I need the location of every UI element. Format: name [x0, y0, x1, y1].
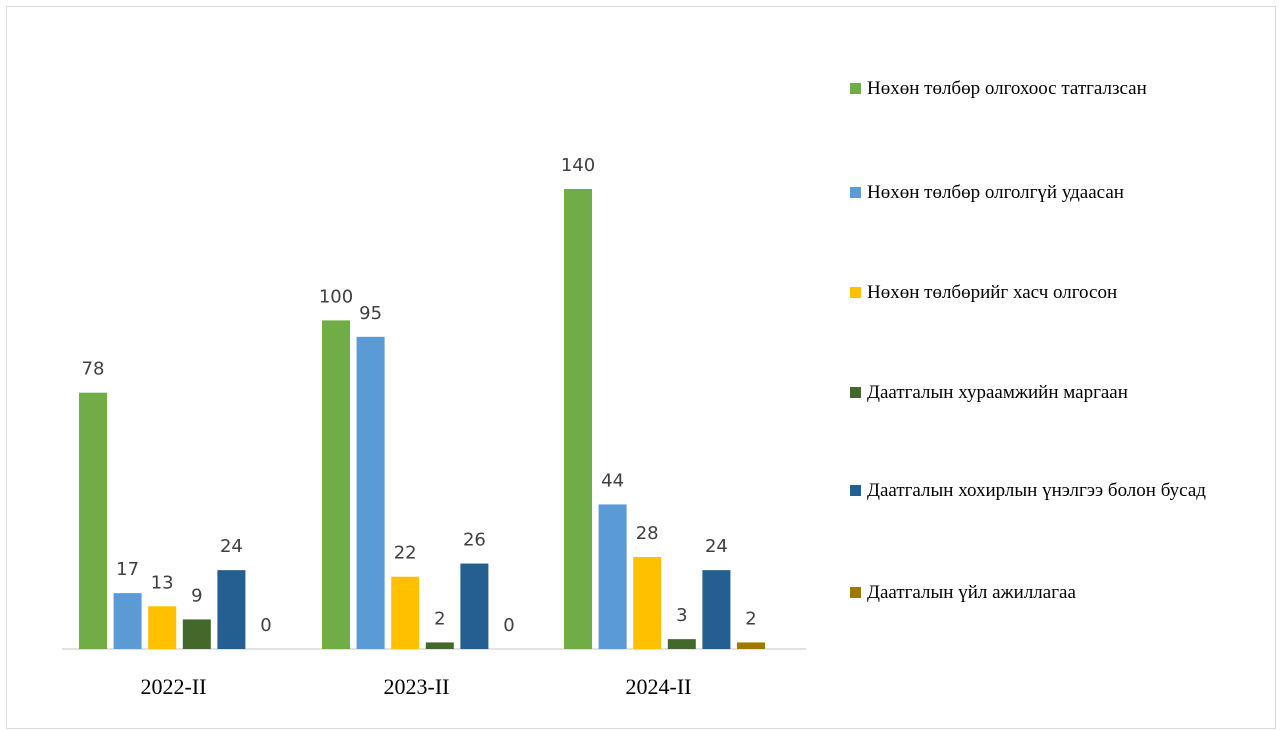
data-label: 17	[116, 559, 139, 580]
bar	[425, 642, 454, 649]
data-label: 24	[705, 536, 728, 557]
data-label: 28	[636, 523, 659, 544]
legend-label: Даатгалын хураамжийн маргаан	[867, 382, 1128, 403]
bar	[322, 320, 350, 649]
legend-item: Даатгалын үйл ажиллагаа	[850, 580, 1076, 606]
data-label: 140	[561, 155, 595, 176]
data-label: 22	[394, 543, 417, 564]
legend-swatch	[850, 287, 861, 298]
category-label: 2024-II	[626, 674, 692, 699]
bar	[564, 188, 592, 649]
data-label: 24	[220, 536, 243, 557]
legend-swatch	[850, 587, 861, 598]
data-label: 44	[601, 470, 624, 491]
legend-item: Нөхөн төлбөрийг хасч олгосон	[850, 280, 1117, 306]
bar	[633, 556, 662, 649]
category-label: 2023-II	[384, 674, 450, 699]
data-label: 26	[463, 530, 486, 551]
legend-label: Нөхөн төлбөрийг хасч олгосон	[867, 282, 1118, 303]
bar	[702, 570, 731, 649]
bar	[148, 606, 177, 649]
bar	[391, 576, 420, 649]
bar	[217, 570, 246, 649]
data-label: 9	[191, 585, 202, 606]
bar	[79, 392, 107, 649]
data-label: 95	[359, 303, 382, 324]
bar	[667, 639, 696, 649]
bar	[598, 504, 627, 649]
bar	[356, 336, 385, 649]
data-label: 3	[676, 605, 687, 626]
legend-label: Нөхөн төлбөр олголгүй удаасан	[867, 182, 1124, 203]
legend-item: Даатгалын хураамжийн маргаан	[850, 380, 1128, 406]
category-label: 2022-II	[141, 674, 207, 699]
legend-item: Даатгалын хохирлын үнэлгээ болон бусад	[850, 478, 1206, 504]
data-label: 13	[151, 572, 174, 593]
legend-label: Даатгалын үйл ажиллагаа	[867, 582, 1076, 603]
legend-label: Нөхөн төлбөр олгохоос татгалзсан	[867, 78, 1147, 99]
data-label: 78	[82, 359, 105, 380]
legend-label: Даатгалын хохирлын үнэлгээ болон бусад	[867, 480, 1206, 501]
legend-swatch	[850, 187, 861, 198]
bar	[460, 563, 489, 649]
bar	[737, 642, 765, 649]
data-label: 0	[260, 615, 271, 636]
data-label: 2	[745, 608, 756, 629]
legend-item: Нөхөн төлбөр олгохоос татгалзсан	[850, 76, 1147, 102]
bar	[182, 619, 211, 649]
legend-swatch	[850, 387, 861, 398]
legend-swatch	[850, 83, 861, 94]
data-label: 2	[434, 608, 445, 629]
legend-item: Нөхөн төлбөр олголгүй удаасан	[850, 180, 1124, 206]
bar	[113, 593, 142, 649]
legend-swatch	[850, 485, 861, 496]
data-label: 100	[319, 286, 353, 307]
data-label: 0	[503, 615, 514, 636]
